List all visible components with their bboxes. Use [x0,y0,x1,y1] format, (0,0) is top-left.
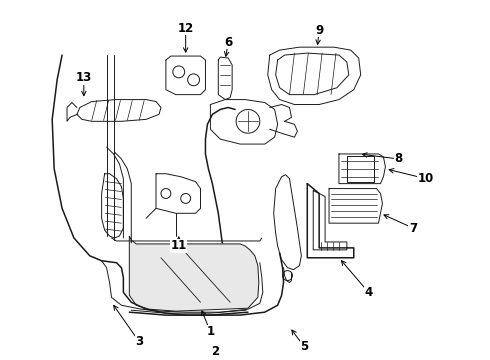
Text: 9: 9 [315,24,323,37]
Text: 2: 2 [211,345,220,358]
Text: 6: 6 [224,36,232,49]
Text: 4: 4 [365,286,373,299]
Polygon shape [129,236,259,311]
Text: 1: 1 [206,325,215,338]
Text: 13: 13 [75,71,92,84]
Text: 7: 7 [409,222,417,235]
Text: 10: 10 [418,172,434,185]
Text: 3: 3 [135,335,143,348]
Text: 5: 5 [300,340,308,353]
Text: 8: 8 [394,152,402,165]
Text: 11: 11 [171,239,187,252]
Text: 12: 12 [177,22,194,35]
